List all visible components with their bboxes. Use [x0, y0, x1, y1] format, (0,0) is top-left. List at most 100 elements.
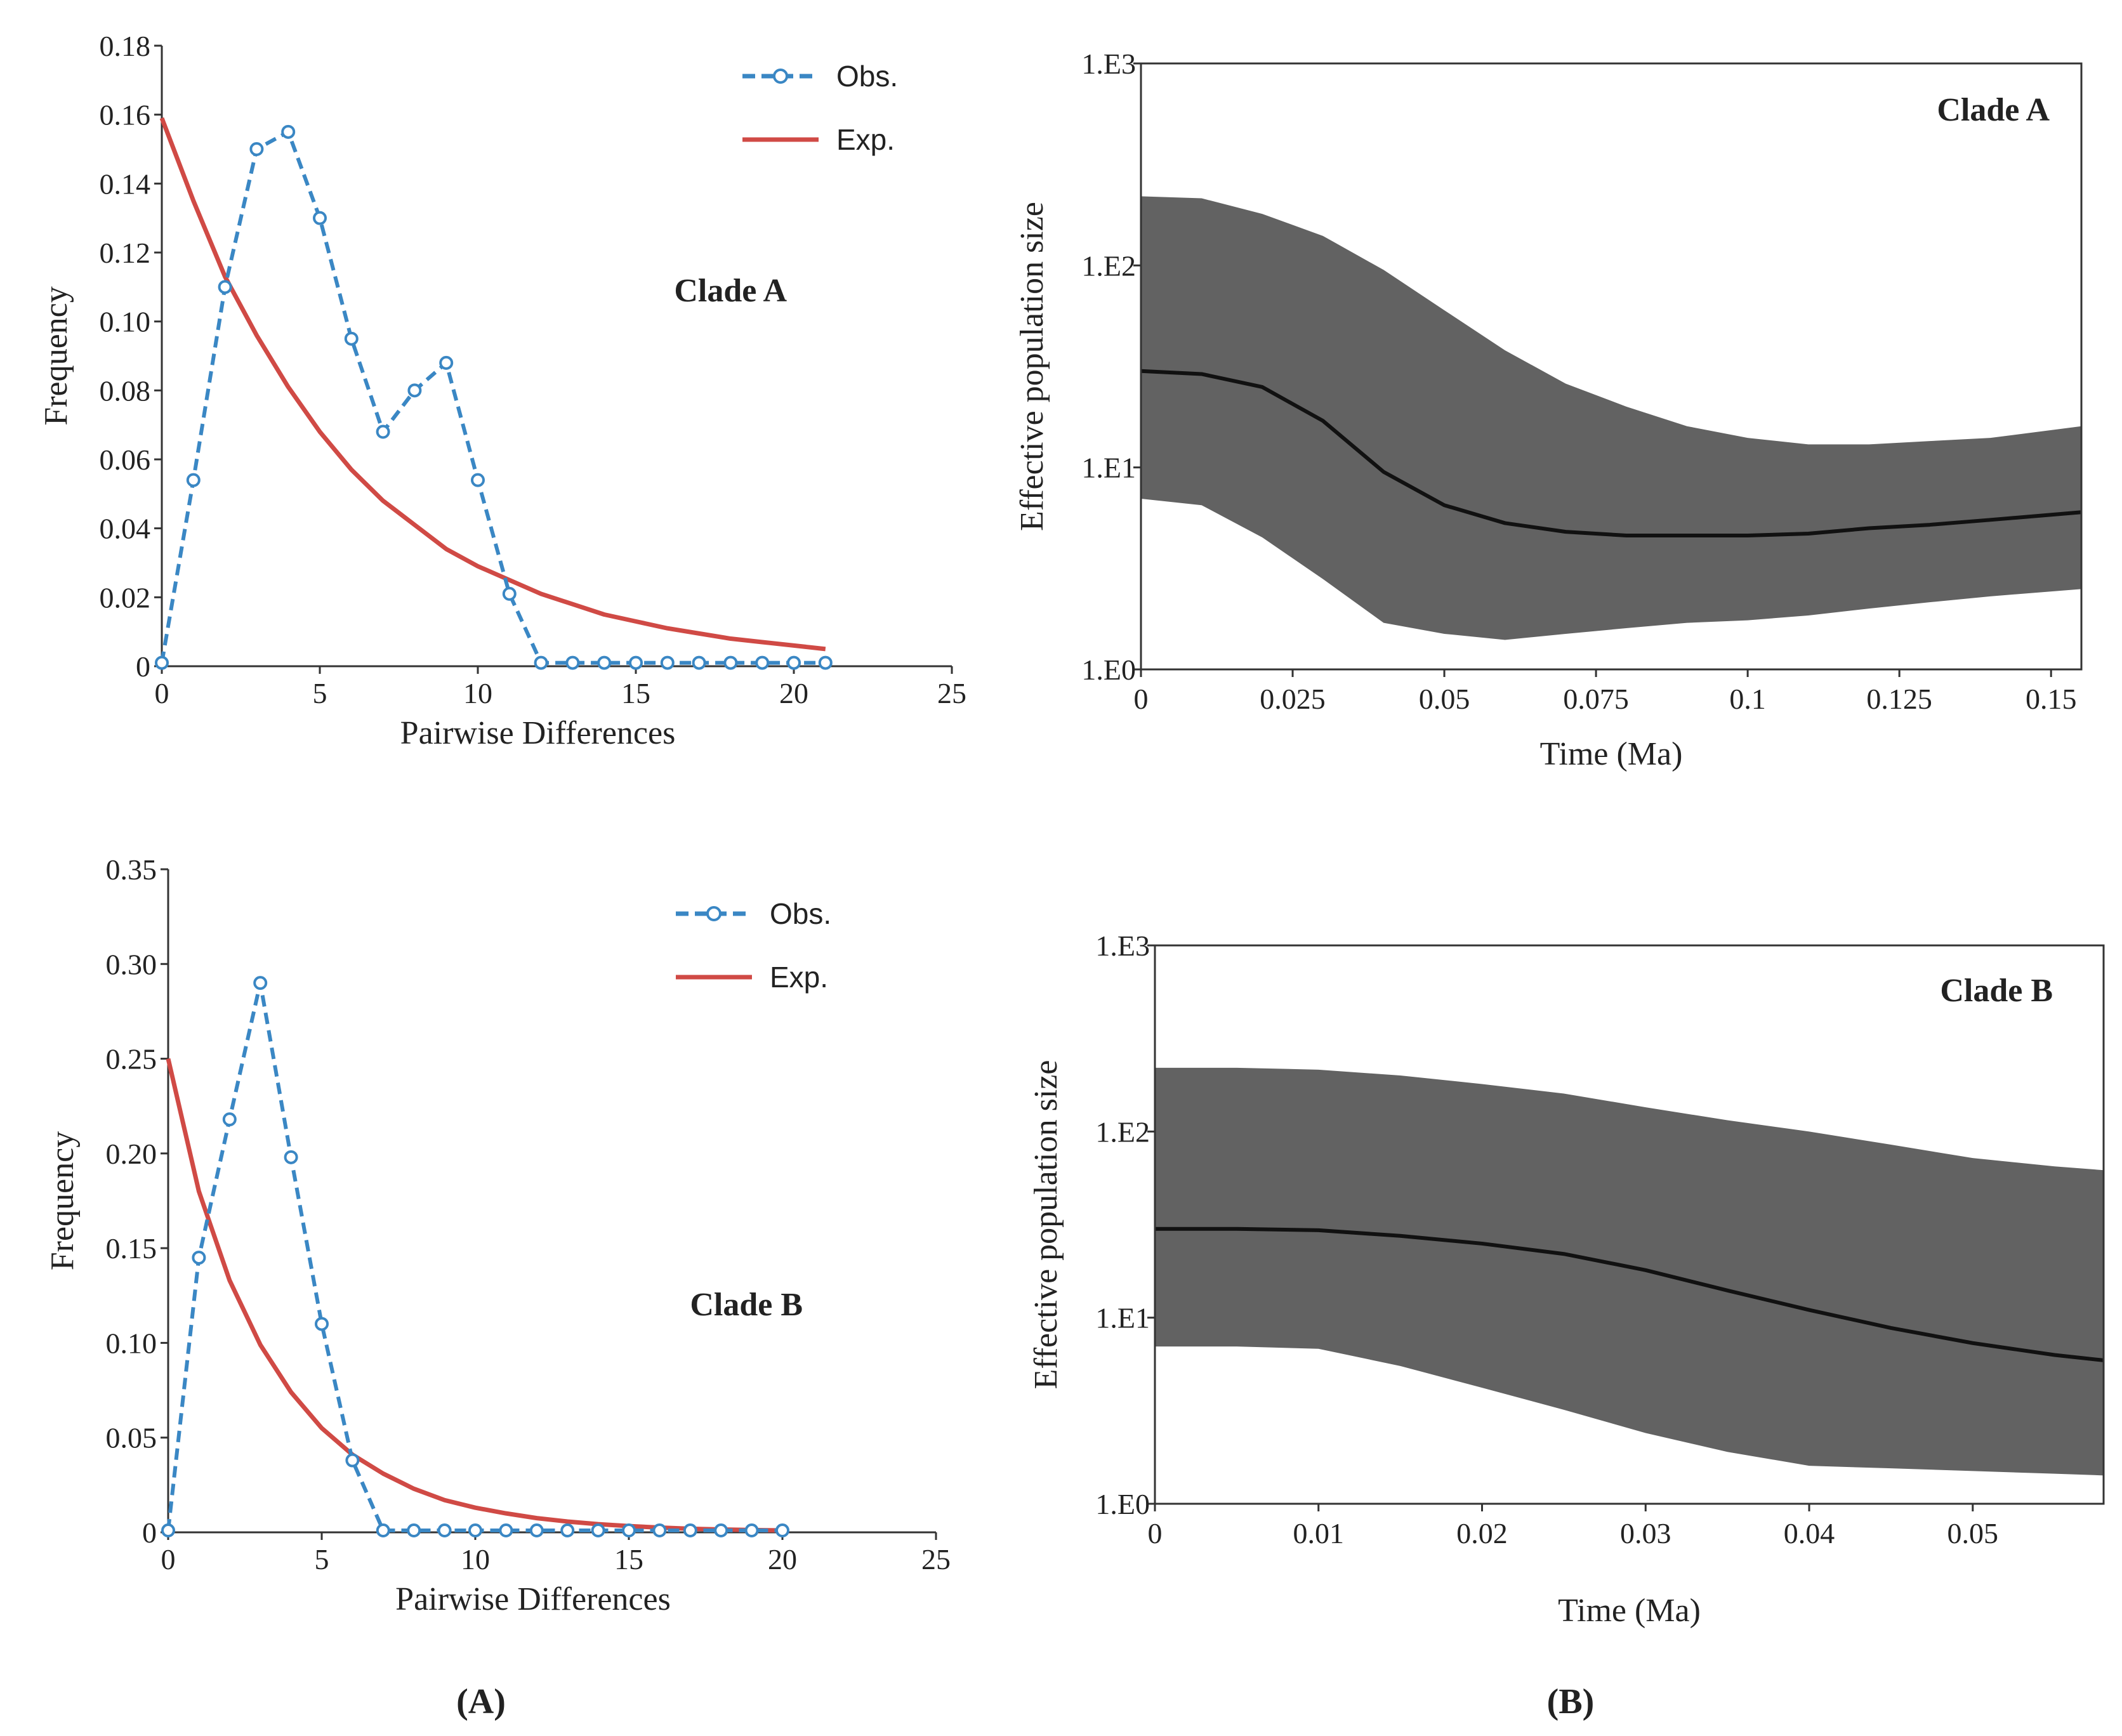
x-tick-label: 0: [155, 677, 169, 709]
hpd-band: [1155, 1067, 2104, 1476]
clade-label: Clade A: [1937, 92, 2050, 128]
x-axis-label: Time (Ma): [1540, 736, 1683, 772]
observed-point: [281, 124, 296, 139]
observed-point: [629, 655, 643, 670]
observed-point: [622, 1523, 636, 1538]
x-axis-label: Pairwise Differences: [400, 715, 676, 751]
observed-point: [529, 1523, 544, 1538]
observed-point: [660, 655, 675, 670]
observed-point: [692, 655, 706, 670]
x-tick-label: 5: [315, 1543, 329, 1575]
observed-point: [471, 473, 485, 487]
x-tick-label: 0.15: [2026, 683, 2077, 715]
plot-frame: [1154, 944, 2105, 1505]
observed-point: [407, 383, 422, 398]
y-tick-label: 0.15: [106, 1232, 157, 1265]
observed-point: [683, 1523, 697, 1538]
x-tick-label: 15: [621, 677, 650, 709]
mismatch-plot-clade-b: 0 0.05 0.10 0.15 0.20 0.25 0.30 0.35 0 5 10 15 20 25 P…: [44, 853, 951, 1617]
x-tick-label: 20: [779, 677, 808, 709]
observed-point: [376, 424, 390, 439]
y-tick-label: 0.14: [100, 168, 151, 200]
clade-label: Clade B: [1940, 973, 2053, 1009]
observed-point: [714, 1523, 728, 1538]
y-tick-label: 1.E3: [1095, 930, 1150, 962]
x-tick-label: 0.01: [1293, 1517, 1345, 1549]
y-tick-label: 0.04: [100, 513, 151, 545]
mismatch-plot-clade-a: 0 0.02 0.04 0.06 0.08 0.10 0.12 0.14 0.16 0.18 0 5 1…: [38, 30, 966, 751]
y-tick-label: 0.30: [106, 948, 157, 980]
x-tick-label: 0.03: [1620, 1517, 1671, 1549]
clade-label: Clade B: [690, 1287, 803, 1323]
plot-frame: [1140, 62, 2083, 671]
observed-point: [407, 1523, 421, 1538]
x-tick-label: 0.05: [1947, 1517, 1999, 1549]
x-tick-label: 25: [921, 1543, 951, 1575]
skyline-plot-clade-a: 1.E0 1.E1 1.E2 1.E3 0 0.025 0.05 0.075 0.1 0.125 0…: [1014, 48, 2083, 772]
x-tick-label: 10: [461, 1543, 490, 1575]
observed-point: [787, 655, 801, 670]
observed-point: [155, 655, 169, 670]
observed-point: [284, 1150, 298, 1164]
y-tick-label: 0: [142, 1516, 157, 1549]
observed-point: [313, 211, 327, 225]
observed-point: [818, 655, 833, 670]
y-tick-label: 0.18: [100, 30, 151, 62]
observed-line: [166, 981, 782, 1533]
x-tick-label: 0.075: [1563, 683, 1629, 715]
observed-point: [439, 355, 454, 370]
panel-label-b: (B): [1547, 1682, 1595, 1721]
observed-point: [560, 1523, 575, 1538]
observed-point: [744, 1523, 759, 1538]
x-tick-label: 0: [1148, 1517, 1163, 1549]
y-tick-label: 1.E0: [1095, 1488, 1150, 1520]
y-tick-label: 0: [136, 650, 150, 683]
x-tick-label: 0.04: [1784, 1517, 1835, 1549]
y-axis-label: Frequency: [44, 1131, 81, 1270]
observed-point: [218, 280, 232, 294]
y-tick-label: 1.E3: [1081, 48, 1136, 80]
x-tick-label: 15: [614, 1543, 643, 1575]
observed-point: [755, 655, 770, 670]
observed-point: [192, 1251, 206, 1265]
y-tick-label: 0.10: [106, 1327, 157, 1359]
x-tick-label: 0: [1134, 683, 1149, 715]
y-tick-label: 1.E0: [1081, 654, 1136, 686]
legend-exp-label: Exp.: [770, 961, 828, 994]
observed-point: [534, 655, 548, 670]
y-axis-label: Effective population size: [1028, 1060, 1064, 1390]
observed-point: [437, 1523, 452, 1538]
x-tick-label: 0.025: [1260, 683, 1326, 715]
y-tick-label: 0.25: [106, 1043, 157, 1075]
y-tick-label: 0.06: [100, 444, 151, 476]
y-tick-label: 0.02: [100, 581, 151, 614]
legend-obs-label: Obs.: [770, 897, 831, 930]
observed-point: [186, 473, 201, 487]
panel-label-a: (A): [456, 1682, 506, 1721]
observed-point: [345, 1453, 360, 1468]
expected-line: [159, 117, 826, 652]
observed-point: [161, 1523, 175, 1538]
legend-obs-marker: [706, 906, 722, 921]
median-line: [1155, 1226, 2104, 1362]
x-tick-label: 0.05: [1419, 683, 1470, 715]
observed-point: [565, 655, 580, 670]
clade-label: Clade A: [674, 273, 787, 309]
median-line: [1140, 369, 2082, 538]
x-tick-label: 0.02: [1456, 1517, 1508, 1549]
x-tick-label: 0: [161, 1543, 176, 1575]
y-tick-label: 0.12: [100, 237, 151, 269]
x-tick-label: 0.1: [1729, 683, 1766, 715]
y-tick-label: 0.08: [100, 374, 151, 407]
observed-point: [502, 586, 517, 601]
y-tick-label: 0.05: [106, 1422, 157, 1454]
y-tick-label: 1.E2: [1095, 1115, 1150, 1148]
observed-point: [344, 331, 359, 346]
y-axis-label: Effective population size: [1014, 202, 1050, 531]
y-tick-label: 1.E1: [1095, 1302, 1150, 1334]
legend-obs-marker: [773, 69, 788, 84]
observed-point: [376, 1523, 390, 1538]
observed-point: [253, 976, 268, 990]
skyline-plot-clade-b: 1.E0 1.E1 1.E2 1.E3 0 0.01 0.02 0.03 0.04 0.05 Tim…: [1028, 930, 2105, 1629]
y-tick-label: 0.10: [100, 306, 151, 338]
